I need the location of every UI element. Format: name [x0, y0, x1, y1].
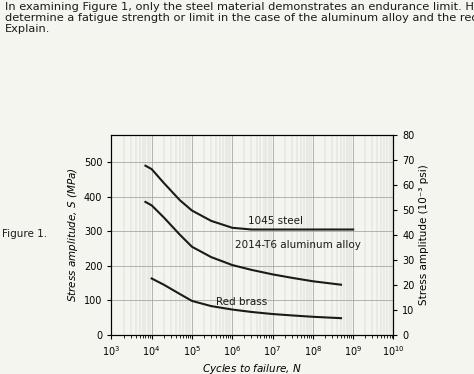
Text: Figure 1.: Figure 1. — [2, 229, 47, 239]
X-axis label: Cycles to failure, $N$: Cycles to failure, $N$ — [202, 362, 302, 374]
Text: 2014-T6 aluminum alloy: 2014-T6 aluminum alloy — [236, 240, 361, 251]
Text: Explain.: Explain. — [5, 24, 50, 34]
Text: Red brass: Red brass — [216, 297, 267, 307]
Text: In examining Figure 1, only the steel material demonstrates an endurance limit. : In examining Figure 1, only the steel ma… — [5, 2, 474, 12]
Text: determine a fatigue strength or limit in the case of the aluminum alloy and the : determine a fatigue strength or limit in… — [5, 13, 474, 23]
Y-axis label: Stress amplitude (10⁻³ psi): Stress amplitude (10⁻³ psi) — [419, 164, 429, 305]
Y-axis label: Stress amplitude, $S$ (MPa): Stress amplitude, $S$ (MPa) — [66, 167, 80, 302]
Text: 1045 steel: 1045 steel — [248, 216, 303, 226]
